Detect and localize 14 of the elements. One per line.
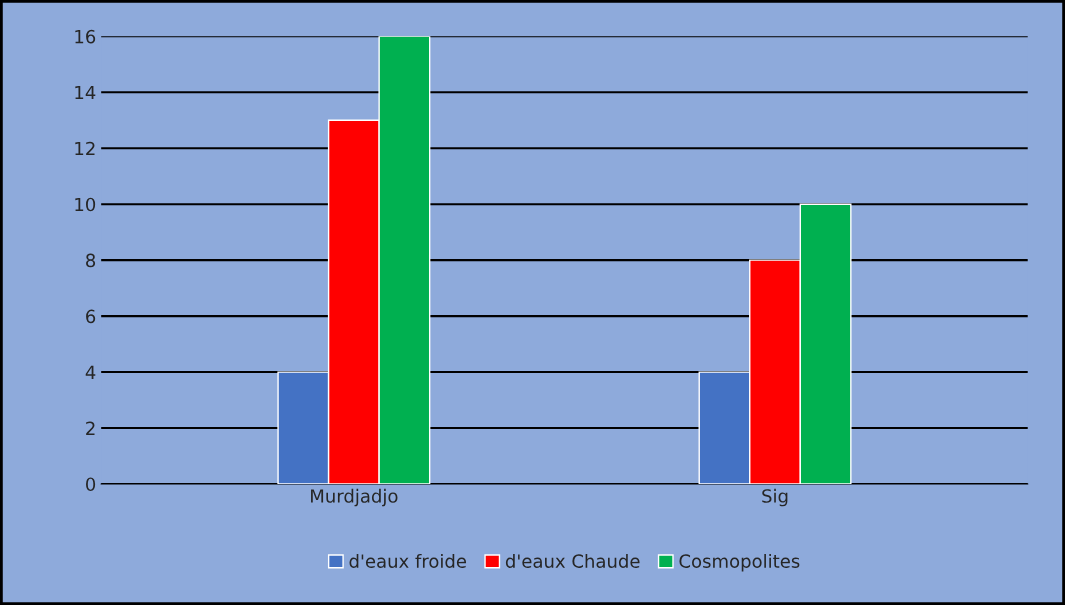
y-tick-label: 6	[86, 309, 96, 324]
y-tick-label: 0	[86, 477, 96, 492]
y-tick-label: 8	[86, 253, 96, 268]
y-tick-label: 4	[85, 365, 96, 379]
y-tick-label: 16	[75, 29, 96, 44]
y-tick-label: 14	[75, 85, 96, 100]
y-tick-label: 12	[75, 141, 95, 156]
legend-label: d'eaux froide	[349, 553, 467, 568]
legend-label: d'eaux Chaude	[505, 553, 640, 568]
y-tick-label: 2	[86, 421, 95, 435]
x-tick-label: Sig	[762, 488, 788, 507]
x-tick-label: Murdjadjo	[311, 488, 398, 507]
legend-label: Cosmopolites	[679, 553, 800, 572]
y-tick-label: 10	[75, 197, 96, 212]
